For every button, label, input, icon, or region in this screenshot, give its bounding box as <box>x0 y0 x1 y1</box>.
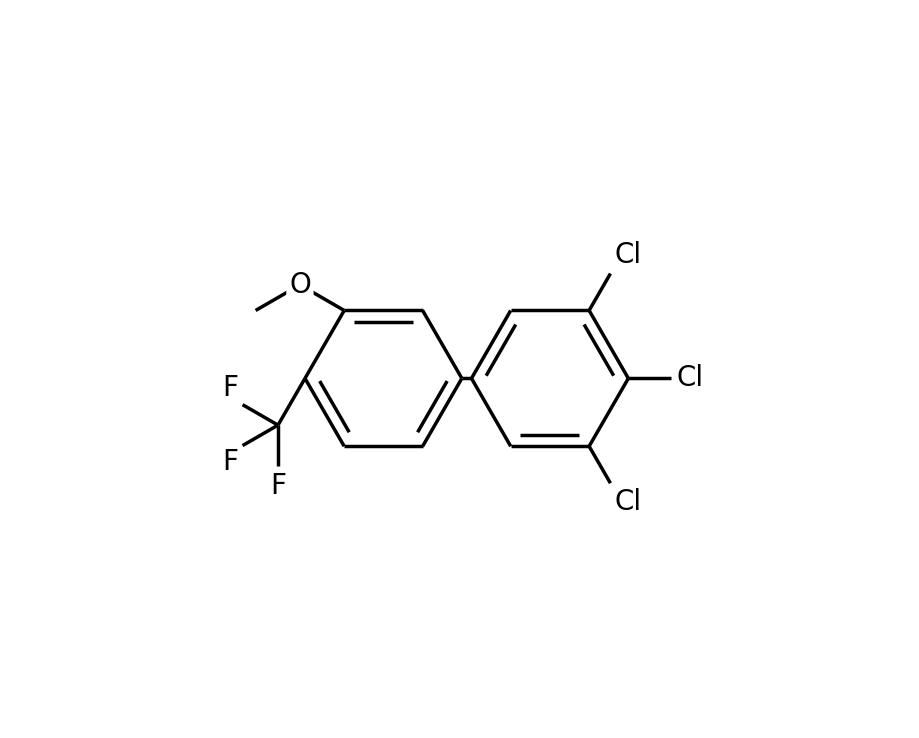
Text: F: F <box>221 449 238 477</box>
Text: F: F <box>221 374 238 401</box>
Text: Cl: Cl <box>614 488 641 516</box>
Text: F: F <box>269 472 286 500</box>
Text: Cl: Cl <box>675 365 703 393</box>
Text: Cl: Cl <box>614 241 641 269</box>
Text: O: O <box>289 271 311 299</box>
